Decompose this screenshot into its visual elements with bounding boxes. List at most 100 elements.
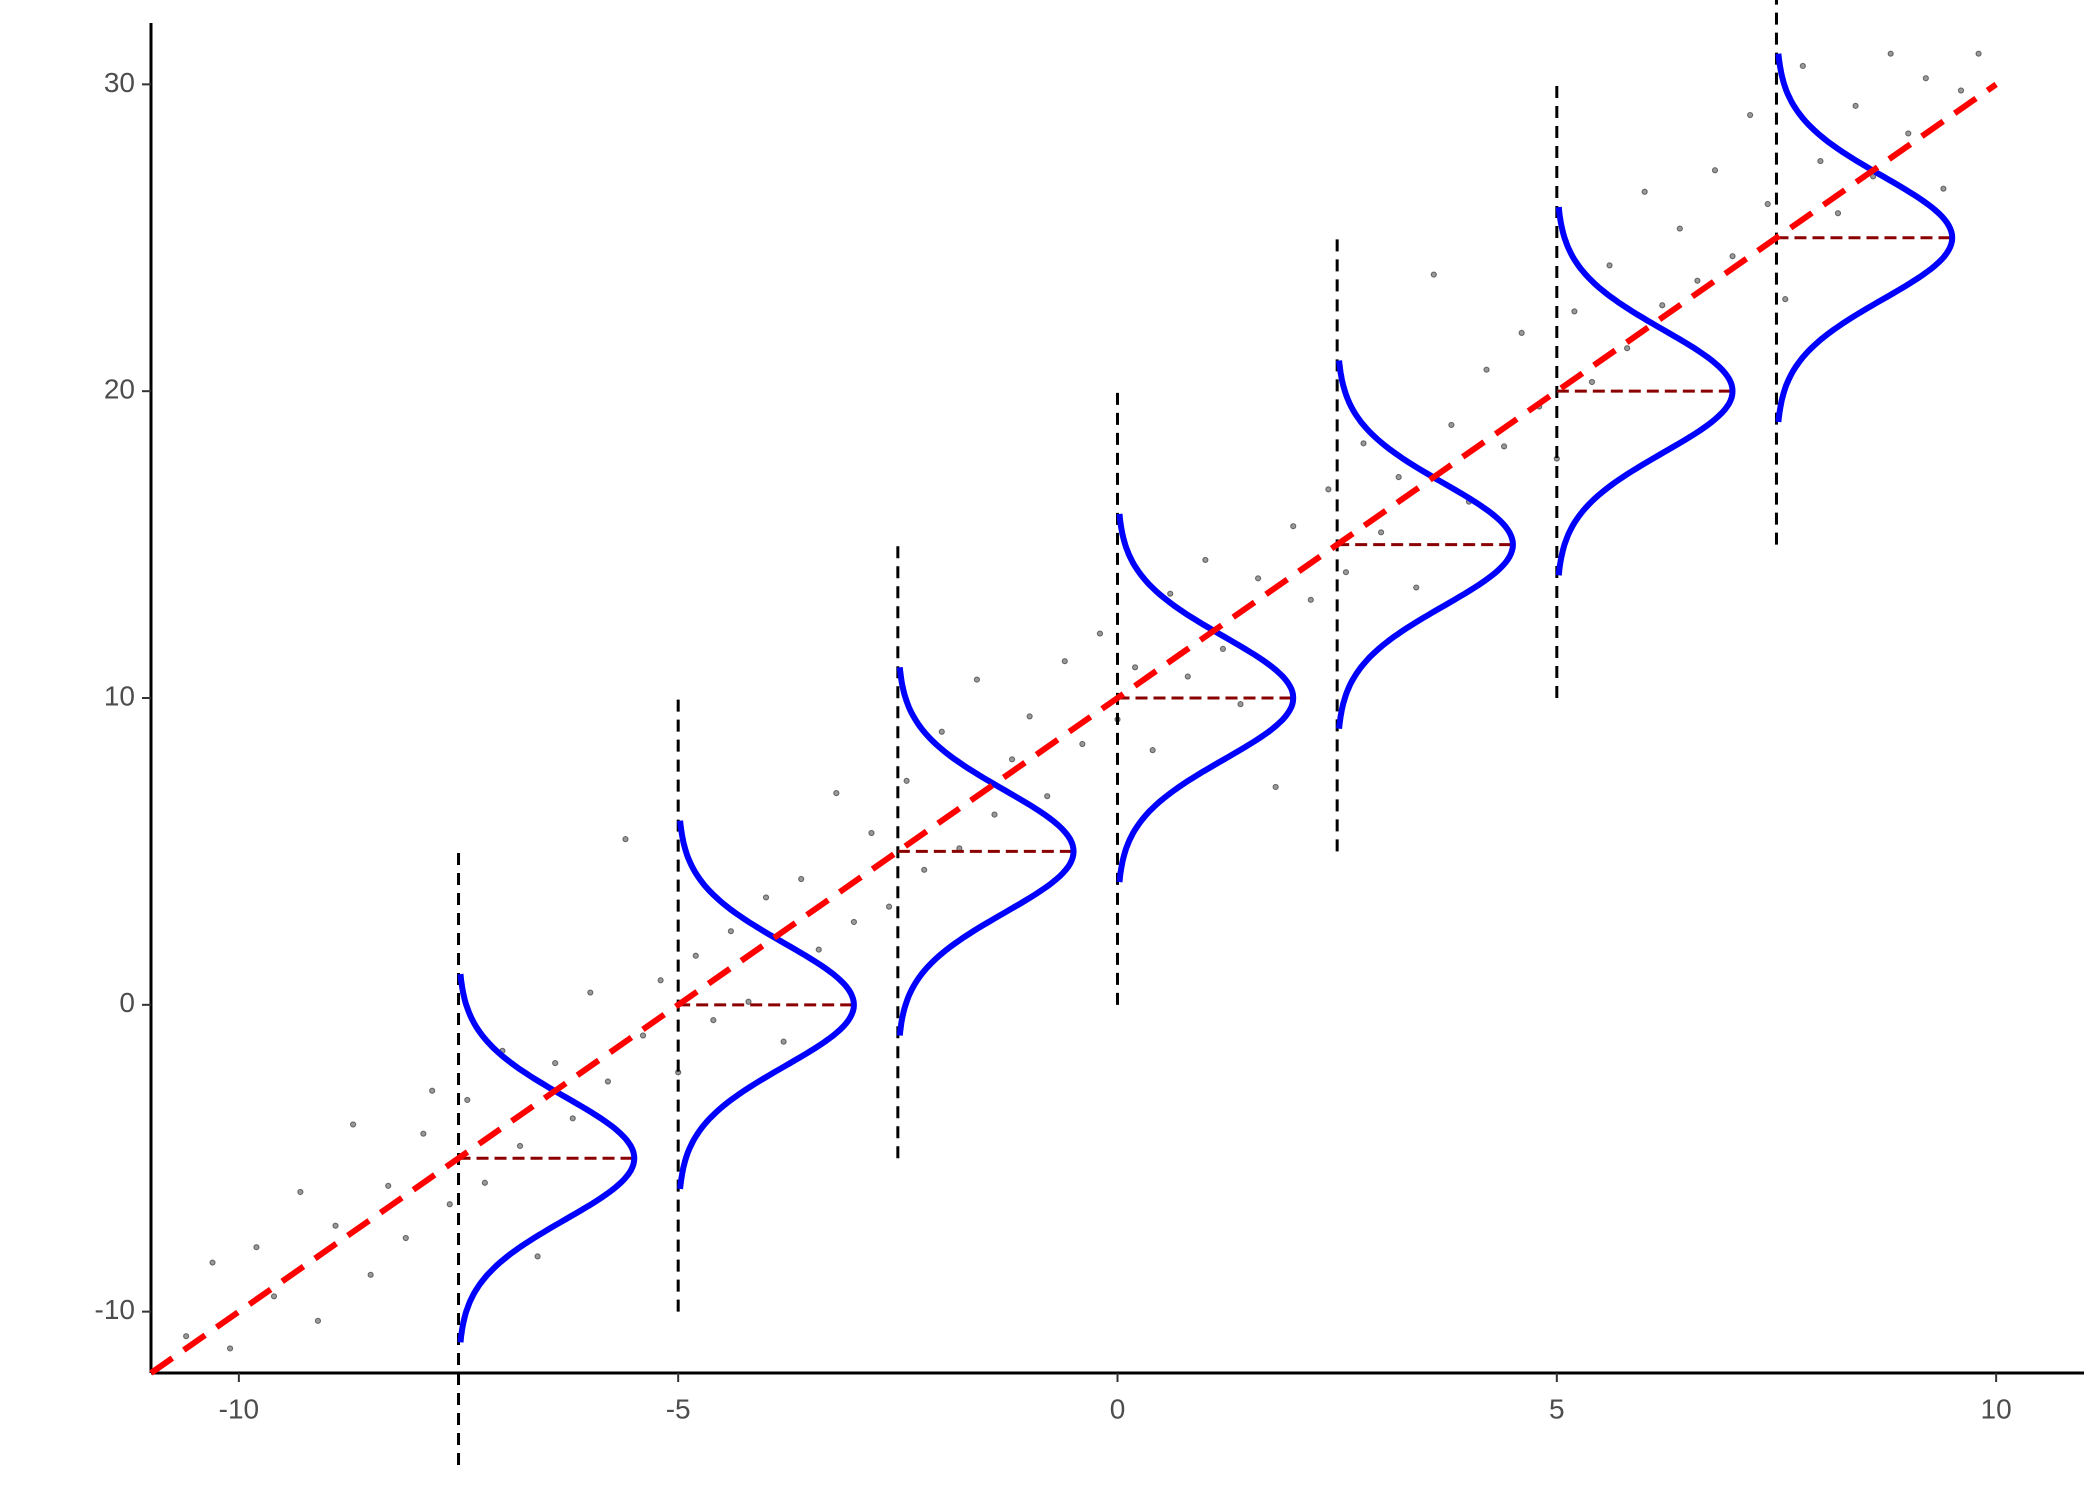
point [1044, 793, 1051, 800]
x-tick-label: 10 [1981, 1393, 2012, 1424]
point [1184, 673, 1191, 680]
point [1219, 645, 1227, 653]
point [1694, 277, 1701, 284]
point [516, 1142, 524, 1150]
point [1342, 569, 1350, 576]
point [604, 1078, 611, 1085]
point [1501, 443, 1508, 450]
point [710, 1017, 717, 1024]
point [1026, 713, 1033, 720]
point [850, 918, 858, 926]
point [1518, 329, 1525, 336]
point [1641, 188, 1648, 195]
point [727, 928, 735, 935]
point [921, 866, 928, 873]
y-tick-label: 20 [104, 374, 135, 405]
point [1747, 111, 1754, 119]
point [1008, 756, 1016, 763]
y-tick-label: 10 [104, 680, 135, 711]
point [446, 1201, 453, 1208]
point [1817, 157, 1824, 165]
point [1659, 302, 1666, 309]
point [1360, 440, 1367, 447]
point [622, 836, 629, 843]
point [209, 1259, 216, 1266]
x-tick-label: 5 [1549, 1393, 1565, 1424]
point [1922, 75, 1929, 82]
point [1571, 308, 1578, 315]
point [1307, 596, 1314, 603]
point [973, 676, 981, 683]
point [402, 1234, 409, 1242]
point [429, 1087, 436, 1094]
point [1940, 185, 1947, 192]
point [1079, 740, 1086, 748]
point [639, 1032, 647, 1039]
point [692, 952, 699, 959]
point [903, 777, 910, 784]
point [1852, 102, 1859, 109]
point [1624, 345, 1631, 352]
point [833, 790, 840, 797]
point [183, 1333, 190, 1340]
point [587, 989, 594, 996]
point [367, 1271, 374, 1278]
point [534, 1253, 541, 1260]
point [552, 1060, 559, 1067]
density-curve [677, 820, 857, 1190]
point [762, 894, 770, 901]
point [991, 811, 998, 818]
point [1729, 253, 1736, 260]
point [745, 998, 752, 1005]
x-tick-label: 0 [1110, 1393, 1126, 1424]
point [1325, 486, 1332, 493]
point [1606, 262, 1613, 269]
point [1290, 523, 1297, 530]
point [569, 1115, 576, 1122]
point [420, 1130, 427, 1137]
point [1272, 783, 1279, 791]
point [1782, 296, 1789, 303]
point [1957, 87, 1965, 94]
point [1377, 529, 1385, 536]
point [349, 1121, 357, 1128]
x-tick-label: -5 [666, 1393, 691, 1424]
point [1764, 200, 1771, 208]
point [270, 1293, 278, 1300]
point [464, 1096, 471, 1104]
point [1834, 210, 1842, 217]
point [1149, 747, 1156, 754]
point [314, 1317, 322, 1324]
density-curve [1336, 360, 1516, 729]
point [332, 1222, 339, 1229]
point [885, 903, 893, 910]
density-curve [1775, 53, 1956, 423]
point [815, 946, 822, 953]
density-curve [1116, 513, 1297, 883]
point [1237, 701, 1244, 708]
point [481, 1179, 488, 1186]
point [1061, 658, 1068, 665]
point [780, 1038, 787, 1045]
point [1676, 225, 1683, 232]
point [1799, 62, 1806, 70]
point [1202, 556, 1209, 564]
density-curve [896, 667, 1077, 1036]
point [1395, 473, 1402, 481]
point [798, 875, 805, 883]
point [253, 1244, 260, 1251]
point [297, 1188, 304, 1196]
y-tick-label: 30 [104, 67, 135, 98]
point [1254, 575, 1262, 582]
density-curve [457, 973, 638, 1343]
point [1483, 366, 1490, 373]
point [226, 1345, 234, 1352]
point [868, 829, 875, 837]
point [1975, 50, 1982, 57]
point [1588, 378, 1596, 386]
point [1413, 584, 1420, 591]
point [1905, 130, 1912, 137]
point [1131, 664, 1139, 671]
fit-line [149, 81, 1998, 1376]
